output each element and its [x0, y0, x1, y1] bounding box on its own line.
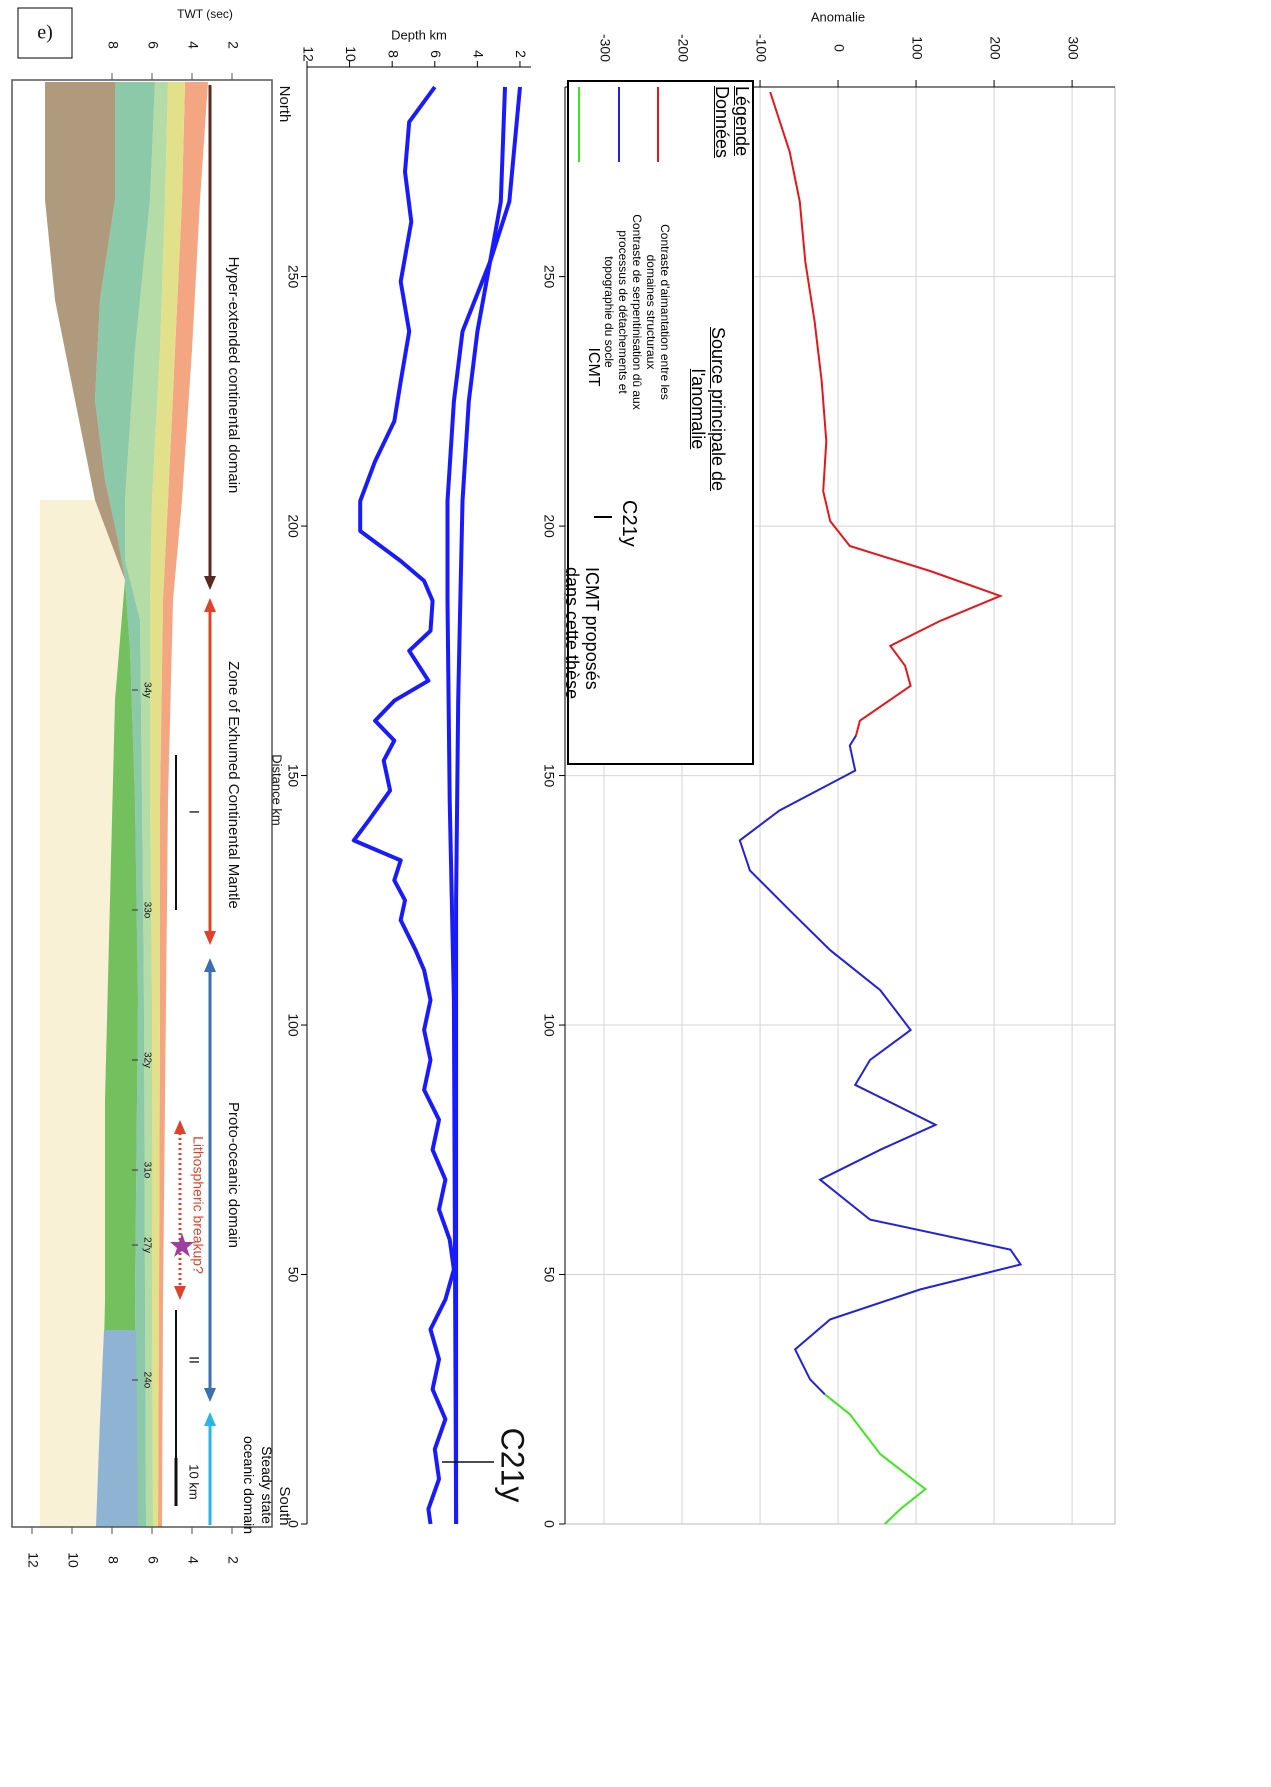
anomaly-tick-label: 0 — [831, 44, 847, 52]
distance-tick-label: 0 — [541, 1520, 557, 1528]
anomaly-label: 32y — [141, 1052, 152, 1068]
segment-label: II — [186, 1356, 202, 1364]
distance-tick-label: 200 — [541, 514, 557, 538]
distance-tick-label: 50 — [541, 1267, 557, 1283]
depth-line — [351, 85, 456, 1525]
anomaly-line — [824, 1393, 928, 1525]
layer — [158, 82, 208, 1527]
depth-tick-label: 12 — [300, 46, 316, 62]
twt-tick-label: 10 — [65, 1552, 81, 1568]
depth-tick-label: 2 — [513, 50, 529, 58]
anomaly-line — [738, 735, 1023, 1396]
anomaly-tick-label: 100 — [909, 36, 925, 60]
distance-tick-label: 150 — [285, 764, 301, 788]
layer — [150, 82, 185, 1527]
distance-tick-label: 150 — [541, 764, 557, 788]
twt-tick-label: 8 — [105, 1556, 121, 1564]
distance-tick-label: 0 — [285, 1520, 301, 1528]
depth-axis-label: Depth km — [391, 27, 447, 42]
distance-tick-label: 100 — [541, 1013, 557, 1037]
distance-axis-label: Distance km — [270, 754, 285, 826]
twt-tick-label: 4 — [185, 41, 201, 49]
arrow-head — [174, 1286, 186, 1300]
anomaly-label: 31o — [141, 1162, 152, 1179]
anomaly-tick-label: -200 — [675, 34, 691, 62]
segment-label: I — [186, 810, 202, 814]
marker-symbol — [594, 516, 612, 518]
anomaly-label: 24o — [141, 1372, 152, 1389]
marker-text: ICMT proposés dans cette thèse — [562, 567, 602, 700]
distance-tick-label: 100 — [285, 1013, 301, 1037]
layer — [125, 82, 168, 1527]
breakup-label: Lithospheric breakup? — [190, 1136, 206, 1274]
layer — [96, 1330, 138, 1527]
distance-tick-label: 200 — [285, 514, 301, 538]
end-label: South — [276, 1486, 293, 1525]
legend-subtitle: Données — [712, 86, 732, 159]
twt-tick-label: 2 — [225, 41, 241, 49]
twt-tick-label: 8 — [105, 41, 121, 49]
anomaly-label: 27y — [141, 1237, 152, 1253]
layer — [100, 580, 138, 1527]
legend-entry: Contraste d'aimantation entre les domain… — [644, 224, 672, 400]
section-frame — [11, 79, 273, 1528]
arrow-head — [204, 958, 216, 972]
legend-swatch — [578, 87, 580, 162]
marker-label: C21y — [618, 500, 640, 547]
panel-label: e) — [37, 22, 53, 44]
arrow-head — [204, 576, 216, 590]
depth-tick-label: 4 — [471, 50, 487, 58]
twt-tick-label: 4 — [185, 1556, 201, 1564]
domain-label: Proto-oceanic domain — [225, 1102, 242, 1248]
twt-tick-label: 6 — [145, 41, 161, 49]
annotation: C21y — [495, 1428, 531, 1503]
anomaly-tick-label: 300 — [1065, 36, 1081, 60]
domain-label: Zone of Exhumed Continental Mantle — [225, 661, 242, 909]
legend-header: Source principale de l'anomalie — [688, 326, 728, 492]
legend-swatch — [618, 87, 620, 162]
anomaly-tick-label: -300 — [597, 34, 613, 62]
distance-tick-label: 250 — [285, 265, 301, 289]
panel-label-box — [17, 7, 73, 59]
distance-tick-label: 50 — [285, 1267, 301, 1283]
arrow-head — [174, 1120, 186, 1134]
anomaly-tick-label: -100 — [753, 34, 769, 62]
end-label: North — [276, 86, 293, 123]
depth-tick-label: 10 — [343, 46, 359, 62]
twt-tick-label: 6 — [145, 1556, 161, 1564]
legend-title: Légende — [732, 86, 752, 157]
legend-entry: Contraste de serpentinisation dû aux pro… — [602, 214, 644, 410]
anomaly-tick-label: 200 — [987, 36, 1003, 60]
layer — [45, 82, 125, 580]
anomaly-label: 34y — [141, 682, 152, 698]
legend-entry: ICMT — [585, 347, 602, 387]
arrow-head — [204, 1388, 216, 1402]
twt-tick-label: 2 — [225, 1556, 241, 1564]
depth-tick-label: 8 — [385, 50, 401, 58]
star — [170, 1233, 194, 1257]
depth-line — [445, 86, 522, 1525]
twt-tick-label: 12 — [25, 1552, 41, 1568]
arrow-head — [204, 931, 216, 945]
domain-label: Hyper-extended continental domain — [225, 257, 242, 494]
depth-line — [454, 86, 507, 1524]
legend: Légende Données Source principale de l'a… — [562, 80, 754, 765]
twt-axis-label: TWT (sec) — [177, 7, 233, 21]
anomaly-axis-label: Anomalie — [811, 9, 865, 24]
arrow-head — [204, 598, 216, 612]
legend-swatch — [657, 87, 659, 162]
domain-label: Steady state oceanic domain — [241, 1435, 275, 1535]
arrow-head — [204, 1412, 216, 1426]
depth-tick-label: 6 — [428, 50, 444, 58]
anomaly-line — [769, 91, 1004, 736]
layer — [95, 82, 155, 1527]
distance-tick-label: 250 — [541, 265, 557, 289]
anomaly-label: 33o — [141, 902, 152, 919]
scale-label: 10 km — [187, 1464, 202, 1499]
